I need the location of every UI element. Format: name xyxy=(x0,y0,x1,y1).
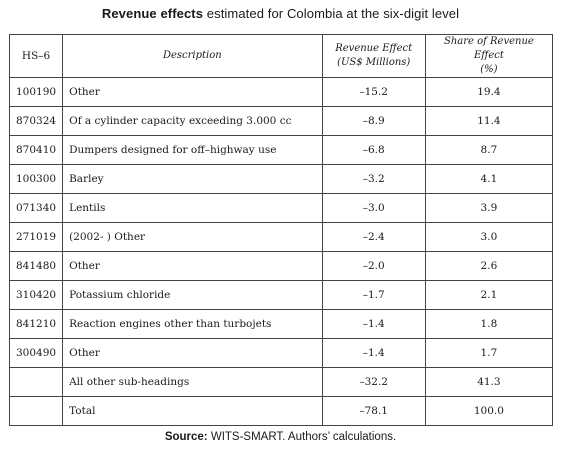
cell-share: 4.1 xyxy=(424,164,554,194)
table-row: 071340 Lentils –3.0 3.9 xyxy=(8,193,554,223)
cell-share: 2.1 xyxy=(424,280,554,310)
table-row: 870410 Dumpers designed for off–highway u… xyxy=(8,135,554,165)
cell-hs-code: 100190 xyxy=(8,77,64,107)
cell-hs-code: 841480 xyxy=(8,251,64,281)
table-header-row: HS–6 Description Revenue Effect (US$ Mil… xyxy=(8,34,554,78)
header-revenue-line2: (US$ Millions) xyxy=(337,57,411,68)
cell-revenue-effect: –8.9 xyxy=(321,106,426,136)
cell-description: Of a cylinder capacity exceeding 3.000 c… xyxy=(62,106,323,136)
cell-hs-code xyxy=(8,396,64,426)
cell-revenue-effect: –2.4 xyxy=(321,222,426,252)
cell-description: Dumpers designed for off–highway use xyxy=(62,135,323,165)
cell-share: 11.4 xyxy=(424,106,554,136)
cell-hs-code: 841210 xyxy=(8,309,64,339)
cell-description: (2002- ) Other xyxy=(62,222,323,252)
header-share: Share of Revenue Effect (%) xyxy=(424,34,554,78)
header-share-line1: Share of Revenue Effect xyxy=(443,36,534,61)
cell-description: Other xyxy=(62,338,323,368)
cell-share: 100.0 xyxy=(424,396,554,426)
table-row: 310420 Potassium chloride –1.7 2.1 xyxy=(8,280,554,310)
cell-description: Other xyxy=(62,251,323,281)
source-note: Source: WITS-SMART. Authors’ calculation… xyxy=(0,431,561,443)
cell-revenue-effect: –15.2 xyxy=(321,77,426,107)
cell-hs-code: 310420 xyxy=(8,280,64,310)
cell-revenue-effect: –1.4 xyxy=(321,309,426,339)
header-hs: HS–6 xyxy=(8,34,64,78)
cell-share: 2.6 xyxy=(424,251,554,281)
cell-share: 19.4 xyxy=(424,77,554,107)
cell-hs-code: 300490 xyxy=(8,338,64,368)
cell-hs-code: 271019 xyxy=(8,222,64,252)
table-row: All other sub-headings –32.2 41.3 xyxy=(8,367,554,397)
cell-description: Reaction engines other than turbojets xyxy=(62,309,323,339)
cell-description: Total xyxy=(62,396,323,426)
table-row: 841210 Reaction engines other than turboj… xyxy=(8,309,554,339)
cell-revenue-effect: –2.0 xyxy=(321,251,426,281)
source-text: WITS-SMART. Authors’ calculations. xyxy=(207,431,397,443)
cell-description: Potassium chloride xyxy=(62,280,323,310)
cell-description: Barley xyxy=(62,164,323,194)
cell-description: Lentils xyxy=(62,193,323,223)
cell-hs-code: 870324 xyxy=(8,106,64,136)
cell-revenue-effect: –78.1 xyxy=(321,396,426,426)
cell-description: All other sub-headings xyxy=(62,367,323,397)
cell-revenue-effect: –3.2 xyxy=(321,164,426,194)
cell-revenue-effect: –1.7 xyxy=(321,280,426,310)
table-row: 841480 Other –2.0 2.6 xyxy=(8,251,554,281)
cell-share: 1.7 xyxy=(424,338,554,368)
cell-share: 8.7 xyxy=(424,135,554,165)
cell-description: Other xyxy=(62,77,323,107)
cell-hs-code: 870410 xyxy=(8,135,64,165)
cell-revenue-effect: –1.4 xyxy=(321,338,426,368)
header-revenue-line1: Revenue Effect xyxy=(335,43,413,54)
cell-revenue-effect: –3.0 xyxy=(321,193,426,223)
table-row: 870324 Of a cylinder capacity exceeding 3… xyxy=(8,106,554,136)
table-row: 100300 Barley –3.2 4.1 xyxy=(8,164,554,194)
header-revenue-effect: Revenue Effect (US$ Millions) xyxy=(321,34,426,78)
cell-revenue-effect: –6.8 xyxy=(321,135,426,165)
table-row: 271019 (2002- ) Other –2.4 3.0 xyxy=(8,222,554,252)
cell-share: 41.3 xyxy=(424,367,554,397)
table-title: Revenue effects estimated for Colombia a… xyxy=(0,6,561,22)
cell-hs-code: 071340 xyxy=(8,193,64,223)
table-title-bold: Revenue effects xyxy=(101,6,204,21)
header-description: Description xyxy=(62,34,323,78)
table-row: Total –78.1 100.0 xyxy=(8,396,554,426)
cell-share: 1.8 xyxy=(424,309,554,339)
cell-hs-code xyxy=(8,367,64,397)
header-share-line2: (%) xyxy=(480,64,498,75)
table-body: 100190 Other –15.2 19.4 870324 Of a cylinder … xyxy=(8,77,554,426)
cell-revenue-effect: –32.2 xyxy=(321,367,426,397)
cell-hs-code: 100300 xyxy=(8,164,64,194)
table-row: 100190 Other –15.2 19.4 xyxy=(8,77,554,107)
source-label: Source: xyxy=(164,431,208,443)
cell-share: 3.9 xyxy=(424,193,554,223)
table-row: 300490 Other –1.4 1.7 xyxy=(8,338,554,368)
revenue-effects-table: HS–6 Description Revenue Effect (US$ Mil… xyxy=(8,34,554,426)
cell-share: 3.0 xyxy=(424,222,554,252)
table-title-rest: estimated for Colombia at the six-digit … xyxy=(203,6,460,21)
